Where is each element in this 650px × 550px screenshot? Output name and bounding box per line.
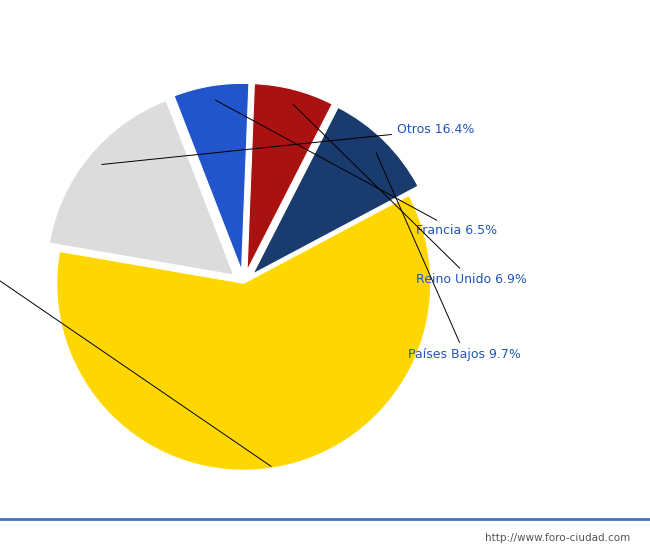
Wedge shape (253, 107, 418, 274)
Wedge shape (49, 101, 233, 275)
Wedge shape (174, 84, 249, 271)
Wedge shape (247, 84, 332, 271)
Wedge shape (57, 195, 431, 470)
Text: Francia 6.5%: Francia 6.5% (215, 100, 497, 238)
Text: Países Bajos 9.7%: Países Bajos 9.7% (376, 152, 521, 361)
Text: El Paso - Turistas extranjeros según país - Abril de 2024: El Paso - Turistas extranjeros según paí… (94, 15, 556, 34)
Text: http://www.foro-ciudad.com: http://www.foro-ciudad.com (486, 534, 630, 543)
Text: Reino Unido 6.9%: Reino Unido 6.9% (293, 104, 526, 286)
Text: Alemania 60.5%: Alemania 60.5% (0, 224, 271, 466)
Text: Otros 16.4%: Otros 16.4% (102, 123, 474, 164)
